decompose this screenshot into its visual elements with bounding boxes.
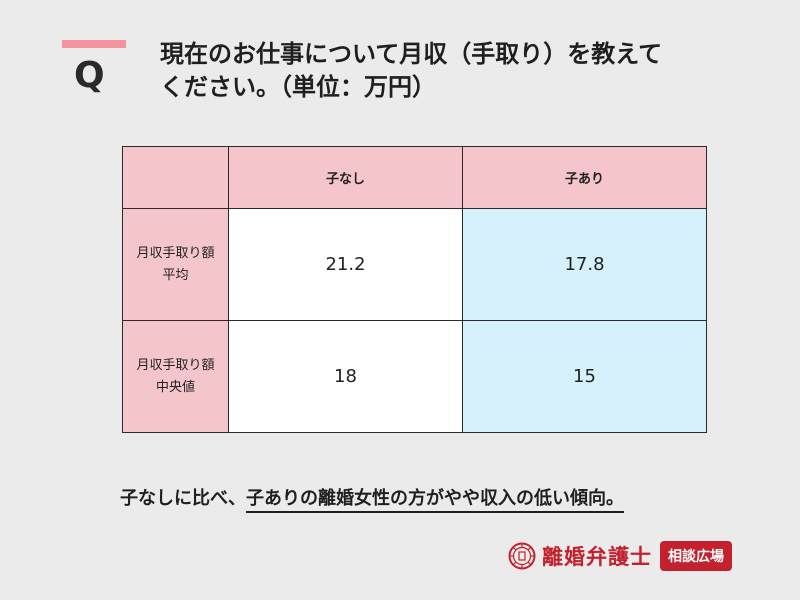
row-label-median: 月収手取り額 中央値 <box>122 320 229 433</box>
table-header-row: 子なし 子あり <box>122 146 707 209</box>
brand-logo: 離婚弁護士 相談広場 <box>508 538 732 574</box>
table-row-median: 月収手取り額 中央値 18 15 <box>122 320 707 433</box>
conclusion-highlight: 子ありの離婚女性の方がやや収入の低い傾向。 <box>246 488 624 513</box>
cell-median-no-children: 18 <box>228 320 463 433</box>
question-line-2: ください。（単位：万円） <box>160 73 436 101</box>
seal-icon <box>508 542 536 570</box>
question-marker: Q <box>74 55 105 96</box>
cell-median-with-children: 15 <box>462 320 707 433</box>
table-row-average: 月収手取り額 平均 21.2 17.8 <box>122 208 707 321</box>
cell-average-with-children: 17.8 <box>462 208 707 321</box>
row-label-line: 月収手取り額 <box>136 245 215 261</box>
row-label-line: 月収手取り額 <box>136 357 215 373</box>
question-text: 現在のお仕事について月収（手取り）を教えて ください。（単位：万円） <box>160 38 750 104</box>
income-table: 子なし 子あり 月収手取り額 平均 21.2 17.8 月収手取り額 中央値 1… <box>122 146 707 433</box>
logo-badge: 相談広場 <box>660 541 732 571</box>
row-label-line: 中央値 <box>155 379 195 395</box>
table-header-no-children: 子なし <box>228 146 463 209</box>
logo-name: 離婚弁護士 <box>542 545 652 569</box>
cell-average-no-children: 21.2 <box>228 208 463 321</box>
table-header-corner <box>122 146 229 209</box>
question-line-1: 現在のお仕事について月収（手取り）を教えて <box>160 40 663 68</box>
row-label-average: 月収手取り額 平均 <box>122 208 229 321</box>
conclusion-text: 子なしに比べ、子ありの離婚女性の方がやや収入の低い傾向。 <box>120 484 624 513</box>
question-accent-bar <box>62 40 126 48</box>
table-header-with-children: 子あり <box>462 146 707 209</box>
conclusion-prefix: 子なしに比べ、 <box>120 488 246 509</box>
row-label-line: 平均 <box>162 267 189 283</box>
